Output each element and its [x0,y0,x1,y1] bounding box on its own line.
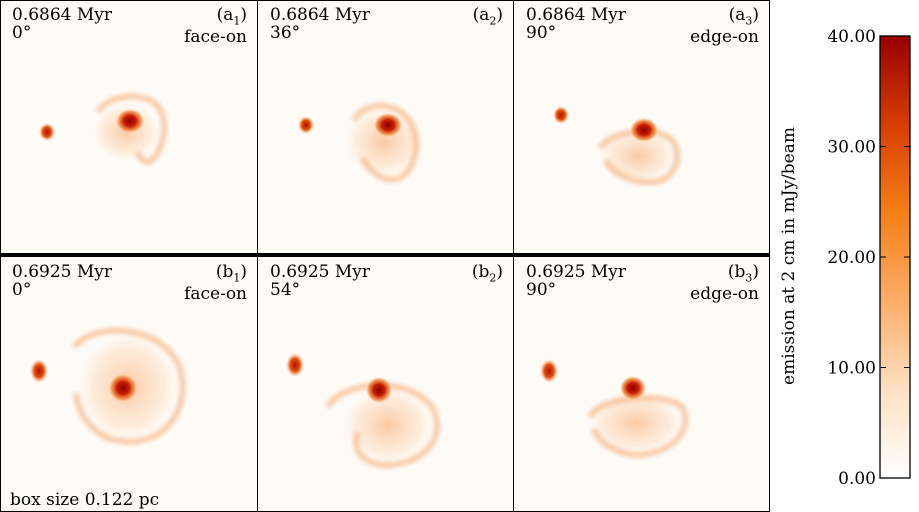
compact-source [540,359,558,383]
colorbar-svg: 0.00 10.00 20.00 30.00 40.00 [827,27,911,489]
panel-angle-label: 90° [526,23,557,43]
panel-tag-index: 1 [233,14,241,28]
panel-tag-index: 1 [233,271,241,285]
panel-time-label: 0.6864 Myr [526,5,627,25]
panel-angle-label: 54° [270,280,301,300]
panel-tag-letter: (a [216,5,234,25]
emission-shell [597,128,681,186]
panel-tag-letter: (b [215,262,234,282]
panel-tag-letter: (a [728,5,746,25]
diffuse-emission [588,391,684,455]
compact-source [30,359,48,383]
emission-shell [71,327,186,445]
panel-tag: (a2) [472,5,503,28]
column-separator-1 [257,0,258,512]
bright-core [374,113,402,137]
colorbar-tick-label: 30.00 [827,138,876,158]
panel-angle-label: 0° [12,23,32,43]
colorbar-tick-label: 0.00 [838,469,876,489]
panel-tag: (b2) [471,262,503,285]
panel-a1: 0.6864 Myr 0° (a1) face-on [0,0,257,253]
panel-tag-letter: (b [471,262,490,282]
panel-tag-index: 2 [489,271,497,285]
emission-map-a3 [553,106,681,186]
bright-core [116,109,144,133]
panel-view-label: face-on [184,27,247,47]
compact-source [286,353,304,377]
panel-tag-letter: (b [727,262,746,282]
colorbar: 0.00 10.00 20.00 30.00 40.00 [770,0,919,512]
colorbar-tick-label: 40.00 [827,27,876,47]
emission-map-b3 [540,359,689,459]
panel-tag: (a3) [728,5,759,28]
panel-time-label: 0.6864 Myr [270,5,371,25]
emission-map-a1 [39,93,167,165]
bright-core [630,118,658,142]
panel-tag-letter: (a [472,5,490,25]
bright-core [620,376,646,400]
panel-tag: (b3) [727,262,759,285]
emission-shell [587,394,689,459]
box-size-label: box size 0.122 pc [10,490,160,510]
panel-time-label: 0.6864 Myr [12,5,113,25]
emission-map-b1 [30,327,186,445]
panel-angle-label: 0° [12,280,32,300]
compact-source [39,123,55,141]
emission-map-b2 [286,353,440,469]
colorbar-tick-label: 10.00 [827,359,876,379]
panel-view-label: face-on [184,284,247,304]
panel-angle-label: 36° [270,23,301,43]
panel-grid: 0.6864 Myr 0° (a1) face-on 0.6864 Myr 36° (a2)… [0,0,770,512]
compact-source [298,116,314,134]
panel-a3: 0.6864 Myr 90° (a3) edge-on [514,0,769,253]
panel-time-label: 0.6925 Myr [270,262,371,282]
panel-view-label: edge-on [690,284,759,304]
bright-core [109,374,137,402]
panel-tag: (b1) [215,262,247,285]
compact-source [553,106,569,124]
panel-a2: 0.6864 Myr 36° (a2) [258,0,513,253]
panel-b1: 0.6925 Myr 0° (b1) face-on box size 0.122 pc [0,257,257,512]
panel-time-label: 0.6925 Myr [526,262,627,282]
colorbar-label: emission at 2 cm in mJy/beam [779,127,799,385]
diffuse-emission [342,385,434,465]
emission-shell [95,93,167,165]
panel-tag-index: 3 [745,14,753,28]
panel-angle-label: 90° [526,280,557,300]
panel-tag-index: 3 [745,271,753,285]
bright-core [366,377,392,403]
column-separator-2 [513,0,514,512]
row-separator [0,253,769,257]
panel-view-label: edge-on [690,27,759,47]
colorbar-tick-label: 20.00 [827,248,876,268]
panel-time-label: 0.6925 Myr [12,262,113,282]
emission-shell [351,102,420,183]
panel-tag-index: 2 [489,14,497,28]
panel-tag: (a1) [216,5,247,28]
panel-b2: 0.6925 Myr 54° (b2) [258,257,513,512]
panel-b3: 0.6925 Myr 90° (b3) edge-on [514,257,769,512]
emission-map-a2 [298,102,424,183]
